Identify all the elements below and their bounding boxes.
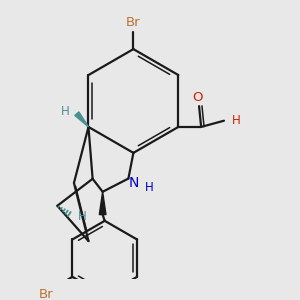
Text: H: H: [61, 105, 70, 118]
Text: H: H: [145, 181, 154, 194]
Text: H: H: [232, 114, 241, 127]
Polygon shape: [99, 192, 106, 214]
Text: H: H: [78, 211, 87, 224]
Text: O: O: [192, 91, 202, 103]
Text: Br: Br: [126, 16, 141, 29]
Text: N: N: [128, 176, 139, 190]
Text: Br: Br: [38, 288, 53, 300]
Polygon shape: [75, 112, 88, 127]
